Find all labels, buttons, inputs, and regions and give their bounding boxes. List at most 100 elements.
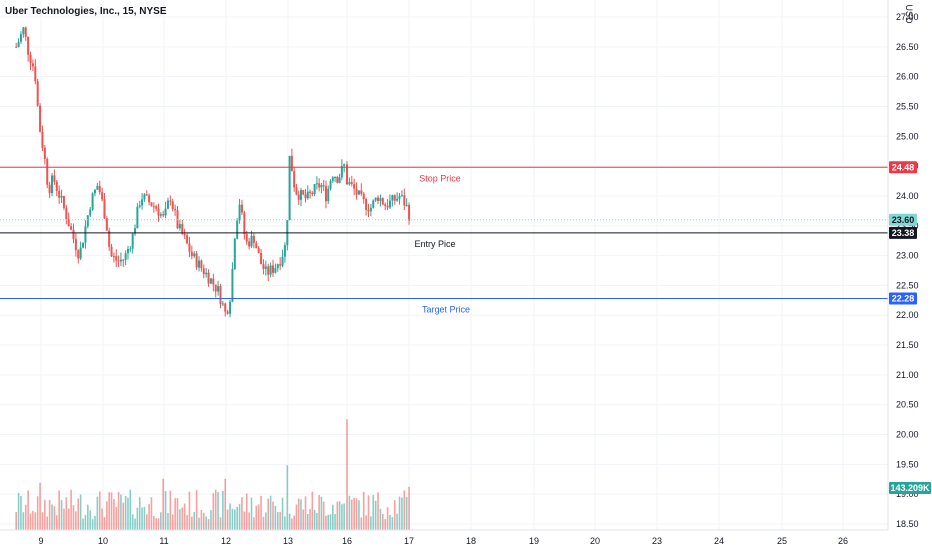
candle bbox=[84, 220, 87, 249]
candle bbox=[320, 183, 323, 194]
entry-price-label: Entry Pice bbox=[414, 239, 455, 249]
candle bbox=[162, 210, 165, 218]
candle bbox=[238, 198, 241, 224]
candle bbox=[53, 169, 56, 185]
volume-bar bbox=[41, 512, 44, 530]
candle bbox=[134, 224, 137, 236]
candle bbox=[46, 157, 49, 189]
candle bbox=[336, 175, 339, 184]
volume-bar bbox=[325, 515, 327, 530]
volume-bar bbox=[122, 502, 125, 530]
volume-bar bbox=[398, 496, 401, 530]
candle bbox=[159, 212, 162, 219]
candle bbox=[166, 197, 169, 210]
candle bbox=[112, 252, 115, 263]
candle bbox=[240, 199, 243, 215]
volume-bar bbox=[39, 482, 41, 530]
candle bbox=[331, 176, 334, 183]
volume-bar bbox=[198, 517, 200, 530]
candle bbox=[105, 216, 108, 231]
volume-bar bbox=[200, 510, 203, 530]
candle bbox=[141, 192, 144, 210]
volume-bar bbox=[193, 511, 196, 530]
volume-bar bbox=[129, 489, 132, 530]
candle bbox=[381, 197, 384, 206]
y-tick-label: 26.00 bbox=[896, 72, 919, 82]
volume-bar bbox=[15, 511, 17, 530]
candle bbox=[229, 299, 232, 318]
volume-bar bbox=[195, 490, 198, 530]
time-axis[interactable]: 9 10 11 12 13 16 17 18 19 20 23 24 25 26 bbox=[38, 536, 848, 546]
price-axis[interactable]: 27.0026.5026.0025.5025.0024.5024.0023.50… bbox=[896, 12, 919, 529]
candle bbox=[217, 280, 220, 296]
candle bbox=[136, 203, 139, 229]
volume-bar bbox=[167, 512, 169, 530]
x-tick-label: 10 bbox=[98, 536, 108, 546]
volume-bar bbox=[238, 503, 241, 530]
volume-bar bbox=[362, 491, 365, 530]
volume-bar bbox=[302, 509, 305, 530]
x-tick-label: 26 bbox=[838, 536, 848, 546]
volume-bar bbox=[234, 509, 236, 530]
volume-bar bbox=[103, 517, 106, 530]
candle bbox=[82, 242, 85, 249]
volume-bars bbox=[15, 419, 410, 530]
volume-bar bbox=[148, 504, 150, 530]
volume-bar bbox=[248, 512, 250, 530]
candle bbox=[346, 160, 349, 185]
candle bbox=[231, 262, 234, 303]
price-lines[interactable]: Stop Price Entry Pice Target Price bbox=[0, 166, 888, 315]
candle bbox=[267, 263, 270, 282]
volume-bar bbox=[63, 508, 65, 530]
candle bbox=[304, 188, 307, 203]
candle bbox=[197, 256, 200, 272]
candle bbox=[369, 203, 372, 217]
scale-settings-button[interactable] bbox=[888, 531, 932, 550]
y-tick-label: 22.50 bbox=[896, 280, 919, 290]
volume-bar bbox=[269, 495, 272, 530]
volume-bar bbox=[44, 499, 46, 530]
volume-bar bbox=[353, 497, 355, 530]
candle bbox=[200, 259, 203, 272]
volume-bar bbox=[316, 512, 318, 530]
volume-bar bbox=[260, 495, 262, 530]
candle bbox=[393, 194, 396, 205]
volume-bar bbox=[55, 515, 58, 530]
candle bbox=[129, 246, 132, 253]
volume-bar bbox=[160, 512, 162, 530]
candle bbox=[281, 249, 284, 268]
volume-bar bbox=[272, 501, 274, 530]
volume-bar bbox=[127, 497, 129, 530]
candle bbox=[48, 181, 51, 198]
volume-bar bbox=[262, 516, 265, 530]
volume-bar bbox=[48, 499, 51, 530]
volume-bar bbox=[391, 517, 394, 530]
volume-bar bbox=[174, 498, 176, 530]
candle bbox=[400, 190, 403, 197]
candle bbox=[171, 198, 174, 212]
volume-bar bbox=[231, 508, 234, 530]
volume-bar bbox=[34, 512, 37, 530]
candle bbox=[224, 302, 227, 317]
candle bbox=[157, 203, 160, 222]
volume-bar bbox=[94, 515, 96, 530]
volume-bar bbox=[171, 514, 174, 530]
candle bbox=[178, 219, 181, 231]
candle bbox=[143, 193, 146, 202]
volume-bar bbox=[134, 518, 136, 530]
volume-bar bbox=[379, 508, 382, 530]
candle bbox=[403, 188, 406, 211]
volume-bar bbox=[32, 510, 34, 530]
volume-bar bbox=[179, 509, 181, 530]
volume-bar bbox=[276, 512, 279, 530]
x-tick-label: 16 bbox=[342, 536, 352, 546]
x-tick-label: 12 bbox=[221, 536, 231, 546]
volume-bar bbox=[297, 498, 300, 530]
candle bbox=[408, 202, 411, 225]
volume-bar bbox=[70, 489, 72, 530]
volume-bar bbox=[176, 498, 179, 530]
candle bbox=[155, 204, 158, 212]
volume-bar bbox=[295, 504, 298, 530]
candle bbox=[306, 185, 309, 200]
